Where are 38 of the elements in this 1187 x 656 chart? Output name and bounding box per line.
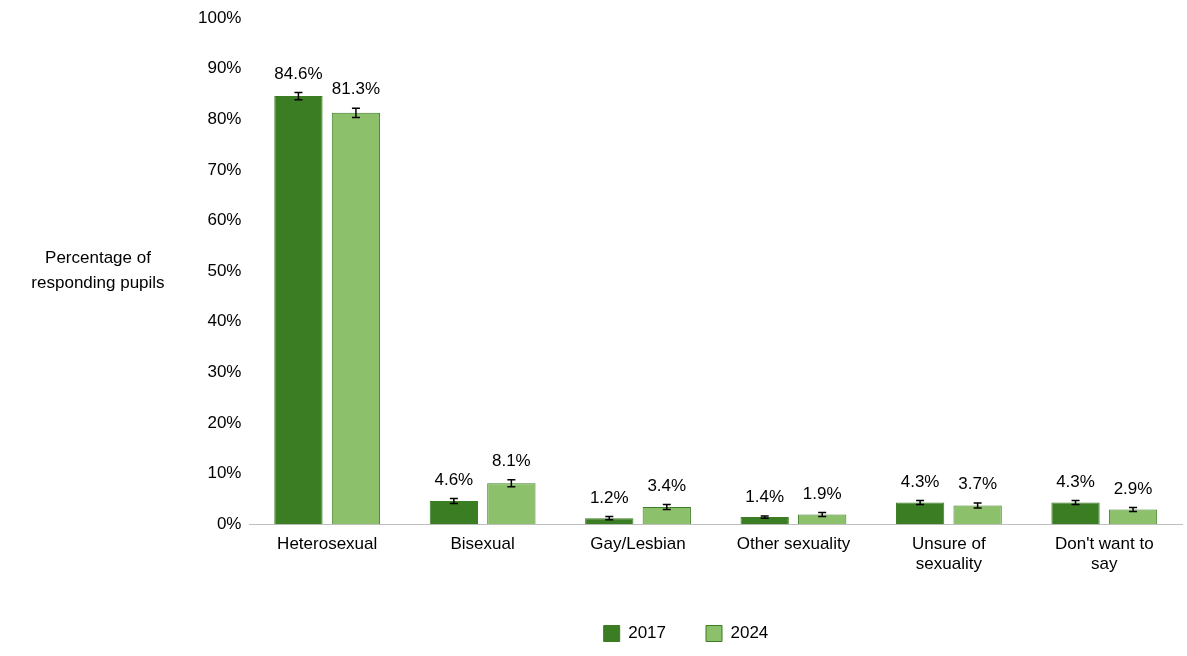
y-tick-label: 90% (207, 58, 242, 78)
data-label: 81.3% (331, 79, 381, 99)
data-label: 84.6% (274, 63, 323, 83)
bar (429, 500, 479, 525)
data-label: 4.6% (434, 469, 474, 489)
y-tick-label: 30% (207, 362, 242, 382)
x-tick-label: Other sexuality (736, 534, 851, 554)
bar (585, 518, 634, 525)
y-tick-label: 60% (207, 210, 242, 230)
data-label: 3.7% (958, 474, 997, 494)
data-label: 4.3% (900, 471, 940, 491)
data-label: 1.9% (802, 483, 842, 503)
x-tick-label: Bisexual (450, 534, 515, 554)
y-tick-label: 100% (198, 7, 242, 27)
data-label: 8.1% (491, 450, 531, 470)
y-tick-label: 70% (207, 159, 242, 179)
x-tick-label: Unsure of sexuality (912, 534, 986, 574)
x-tick-label: Don't want to say (1054, 534, 1154, 574)
data-label: 4.3% (1056, 471, 1095, 491)
data-label: 1.2% (589, 487, 629, 507)
x-tick-label: Heterosexual (277, 534, 378, 554)
y-tick-label: 40% (207, 311, 242, 331)
y-tick-label: 20% (207, 412, 242, 432)
y-axis-title: Percentage of responding pupils (30, 247, 166, 294)
bar (274, 96, 323, 525)
y-tick-label: 80% (207, 109, 242, 129)
bar (1051, 502, 1100, 525)
data-label: 2.9% (1113, 478, 1153, 498)
legend-label: 2017 (628, 623, 667, 643)
legend-label: 2024 (730, 623, 769, 643)
y-tick-label: 0% (216, 513, 242, 533)
data-label: 1.4% (745, 487, 785, 507)
bar (740, 517, 789, 525)
y-tick-label: 50% (207, 260, 242, 280)
x-tick-label: Gay/Lesbian (590, 534, 686, 554)
bar (895, 502, 945, 525)
y-tick-label: 10% (207, 463, 242, 483)
data-label: 3.4% (647, 475, 687, 495)
